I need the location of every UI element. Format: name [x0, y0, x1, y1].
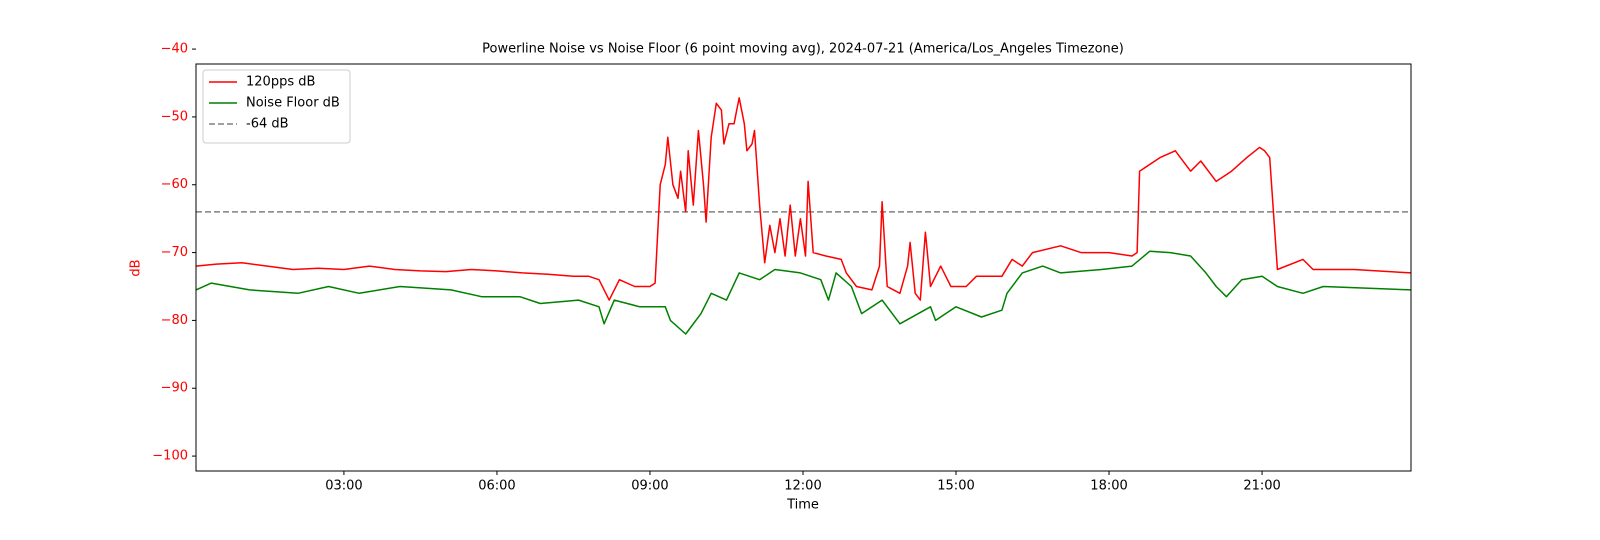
y-axis-label: dB: [129, 259, 144, 276]
line-series: [195, 97, 1412, 301]
x-tick-label: 15:00: [937, 479, 974, 494]
y-tick-label: −100: [152, 449, 188, 464]
y-tick-label: −90: [161, 381, 188, 396]
line-series: [195, 250, 1412, 335]
x-tick-label: 18:00: [1090, 479, 1127, 494]
plot-frame: [195, 63, 1412, 472]
y-tick-label: −50: [161, 109, 188, 124]
legend-box: [202, 69, 351, 144]
x-tick-label: 09:00: [631, 479, 668, 494]
y-tick-label: −80: [161, 313, 188, 328]
legend-label: -64 dB: [246, 117, 289, 132]
legend: 120pps dB Noise Floor dB -64 dB: [202, 69, 351, 144]
y-tick-label: −70: [161, 245, 188, 260]
x-tick-label: 12:00: [784, 479, 821, 494]
y-tick-label: −60: [161, 177, 188, 192]
y-tick-label: −40: [161, 42, 188, 57]
x-tick-label: 03:00: [325, 479, 362, 494]
legend-label: Noise Floor dB: [246, 96, 340, 111]
legend-label: 120pps dB: [246, 75, 315, 90]
x-axis-label: Time: [786, 498, 819, 513]
chart-title: Powerline Noise vs Noise Floor (6 point …: [482, 42, 1124, 57]
x-tick-label: 21:00: [1243, 479, 1280, 494]
x-tick-label: 06:00: [478, 479, 515, 494]
